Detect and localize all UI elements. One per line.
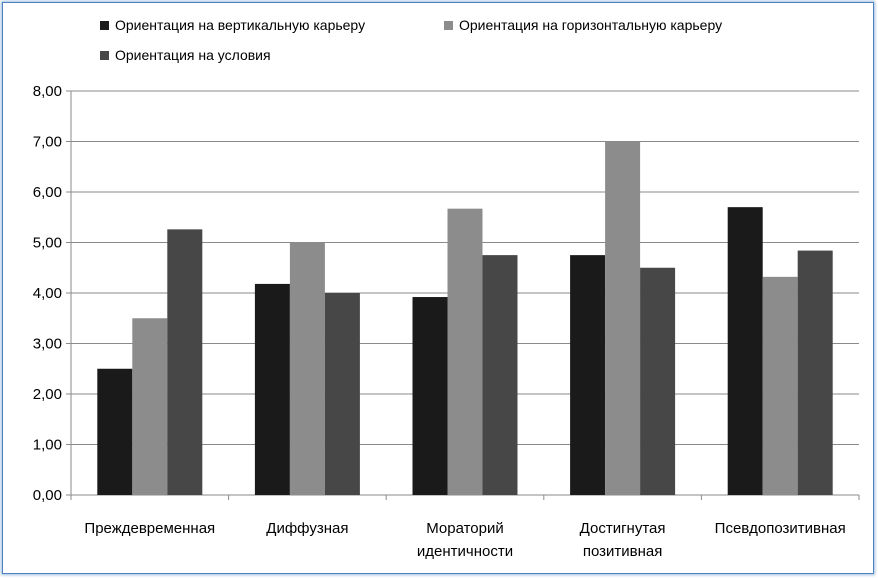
bar bbox=[762, 276, 798, 495]
category-label: Преждевременная bbox=[84, 520, 215, 537]
category-label: Диффузная bbox=[266, 520, 348, 537]
y-tick-label: 6,00 bbox=[33, 184, 62, 201]
y-tick-label: 5,00 bbox=[33, 235, 62, 252]
legend-label: Ориентация на горизонтальную карьеру bbox=[459, 17, 722, 33]
category-label: Достигнутая bbox=[580, 520, 666, 537]
y-tick-label: 4,00 bbox=[33, 285, 62, 302]
y-tick-label: 0,00 bbox=[33, 487, 62, 504]
category-label: Мораторий bbox=[426, 520, 504, 537]
bar bbox=[289, 242, 325, 495]
bar bbox=[605, 141, 641, 495]
bar bbox=[797, 250, 833, 495]
y-tick-label: 8,00 bbox=[33, 83, 62, 100]
legend-item: Ориентация на вертикальную карьеру bbox=[100, 17, 365, 33]
legend-item: Ориентация на горизонтальную карьеру bbox=[444, 17, 722, 33]
y-tick-labels: 0,00 1,00 2,00 3,00 4,00 5,00 6,00 7,00 8,00 bbox=[33, 83, 62, 504]
bar bbox=[640, 267, 676, 495]
category-label: Псевдопозитивная bbox=[715, 520, 846, 537]
bar bbox=[97, 368, 133, 495]
bar bbox=[254, 283, 290, 495]
bar bbox=[570, 255, 606, 495]
bar bbox=[482, 255, 518, 495]
legend-label: Ориентация на вертикальную карьеру bbox=[115, 17, 365, 33]
legend-label: Ориентация на условия bbox=[115, 47, 271, 63]
bar bbox=[132, 318, 168, 495]
y-tick-label: 7,00 bbox=[33, 134, 62, 151]
y-tick-label: 3,00 bbox=[33, 336, 62, 353]
legend: Ориентация на вертикальную карьеру Ориент… bbox=[100, 17, 722, 63]
bar bbox=[447, 208, 483, 496]
legend-swatch bbox=[100, 21, 109, 30]
bar bbox=[324, 293, 360, 495]
bar bbox=[412, 297, 448, 495]
y-tick-label: 2,00 bbox=[33, 386, 62, 403]
bars bbox=[97, 141, 833, 496]
legend-swatch bbox=[444, 21, 453, 30]
category-label: идентичности bbox=[417, 543, 513, 560]
bar bbox=[727, 207, 763, 495]
category-labels: Преждевременная Диффузная Мораторий идентич… bbox=[84, 520, 845, 560]
legend-item: Ориентация на условия bbox=[100, 47, 271, 63]
bar bbox=[167, 229, 203, 495]
legend-swatch bbox=[100, 51, 109, 60]
y-tick-label: 1,00 bbox=[33, 437, 62, 454]
category-label: позитивная bbox=[583, 543, 663, 560]
bar-chart: 0,00 1,00 2,00 3,00 4,00 5,00 6,00 7,00 8,00 Пре… bbox=[33, 17, 860, 560]
